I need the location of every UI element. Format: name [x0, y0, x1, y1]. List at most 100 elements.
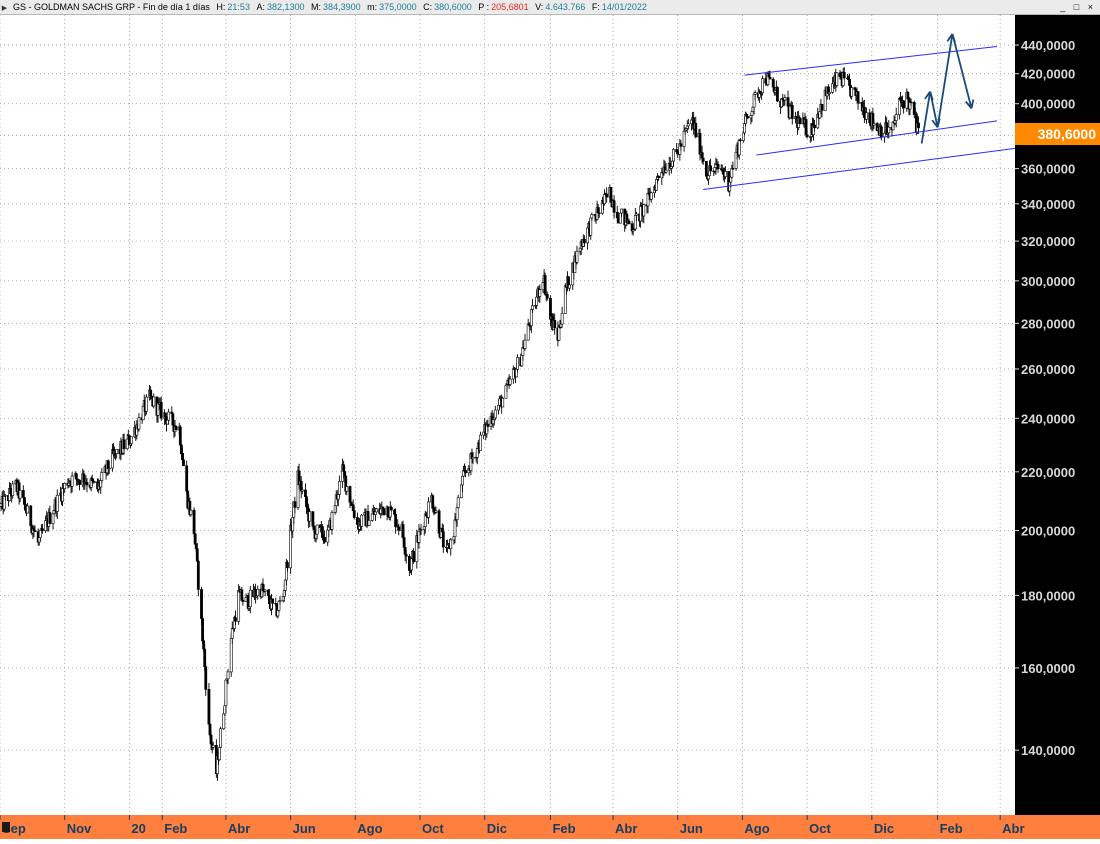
- candle-body: [397, 526, 401, 531]
- candle-body: [300, 489, 304, 492]
- y-tick-label: 220,0000: [1021, 465, 1075, 480]
- menu-arrow-icon[interactable]: ▶: [1, 5, 8, 12]
- candle-body: [887, 126, 891, 134]
- arrow-head: [924, 91, 931, 100]
- candle-body: [820, 103, 824, 111]
- candle-body: [716, 163, 720, 170]
- candle-body: [686, 123, 690, 127]
- candle-body: [805, 134, 809, 138]
- x-tick-label: Jun: [293, 821, 316, 836]
- candle-body: [195, 548, 199, 562]
- candle-body: [679, 143, 683, 147]
- c-value: 380,6000: [434, 2, 472, 12]
- candle-body: [694, 122, 698, 138]
- candle-body: [196, 560, 200, 590]
- plot-area[interactable]: [0, 15, 1016, 815]
- candle-body: [449, 539, 453, 549]
- candle-body: [813, 124, 816, 129]
- candle-body: [582, 239, 586, 244]
- x-tick-label: 20: [131, 821, 145, 836]
- candle-body: [11, 483, 15, 496]
- candle-body: [293, 501, 297, 508]
- mn-label: m:: [367, 2, 378, 12]
- y-tick-label: 320,0000: [1021, 234, 1075, 249]
- candle-body: [523, 339, 527, 349]
- x-tick-label: Nov: [67, 821, 92, 836]
- candle-body: [761, 78, 764, 94]
- candle-body: [92, 481, 96, 483]
- window-buttons[interactable]: _ □ ×: [1060, 2, 1096, 12]
- x-tick-label: Oct: [809, 821, 831, 836]
- candle-body: [746, 116, 750, 119]
- mn-value: 375,0000: [379, 2, 417, 12]
- y-tick-label: 300,0000: [1021, 274, 1075, 289]
- candle-body: [107, 467, 111, 470]
- x-tick-label: Feb: [552, 821, 575, 836]
- candle-body: [441, 531, 445, 548]
- candle-body: [917, 122, 920, 129]
- candle-body: [85, 482, 89, 486]
- scroll-handle[interactable]: [2, 822, 10, 832]
- candle-body: [271, 598, 274, 604]
- x-tick-label: Ago: [744, 821, 769, 836]
- time-axis-svg: Sep Nov 20 Feb Abr Jun Ago Oct Dic Feb Abr Jun Ago Oc…: [0, 815, 1025, 836]
- candle-body: [74, 473, 78, 480]
- candle-body: [375, 508, 378, 513]
- y-tick-label: 180,0000: [1021, 588, 1075, 603]
- channel-lines: [703, 45, 1016, 190]
- candle-body: [731, 168, 735, 170]
- candle-body: [464, 470, 468, 474]
- time-axis[interactable]: Sep Nov 20 Feb Abr Jun Ago Oct Dic Feb Abr Jun Ago Oc…: [0, 815, 1100, 839]
- h-value: 21:53: [227, 2, 250, 12]
- candle-body: [144, 396, 148, 412]
- candle-body: [538, 289, 542, 297]
- a-label: A:: [256, 2, 265, 12]
- y-tick-label: 260,0000: [1021, 362, 1075, 377]
- candle-body: [827, 92, 831, 94]
- candle-body: [389, 507, 393, 511]
- candle-body: [783, 97, 787, 101]
- candle-body: [207, 689, 211, 725]
- candle-body: [738, 139, 742, 141]
- p-value: 205,6801: [491, 2, 529, 12]
- y-tick-label: 140,0000: [1021, 743, 1075, 758]
- projection-segment: [920, 91, 932, 144]
- candle-body: [412, 551, 416, 563]
- candle-body: [218, 747, 221, 761]
- candle-body: [664, 169, 668, 173]
- price-axis[interactable]: 140,0000 160,0000 180,0000 200,0000 220,0000…: [1015, 15, 1100, 815]
- candle-body: [3, 495, 7, 497]
- x-tick-label: Jun: [680, 821, 703, 836]
- candle-body: [634, 213, 638, 216]
- candle-body: [557, 326, 561, 341]
- candle-body: [701, 157, 705, 162]
- x-tick-label: Abr: [228, 821, 250, 836]
- arrow-head: [931, 119, 939, 128]
- candle-body: [675, 149, 679, 153]
- x-tick-label: Feb: [164, 821, 187, 836]
- y-tick-label: 420,0000: [1021, 67, 1075, 82]
- candle-body: [798, 117, 802, 125]
- symbol-title: GS - GOLDMAN SACHS GRP - Fin de día 1 dí…: [13, 2, 210, 12]
- candle-body: [122, 439, 126, 450]
- candle-body: [33, 530, 37, 532]
- candle-body: [531, 305, 534, 310]
- candle-body: [627, 220, 631, 224]
- candle-body: [471, 456, 475, 460]
- candle-body: [256, 588, 260, 596]
- candle-body: [345, 486, 349, 492]
- candle-body: [315, 524, 319, 535]
- candle-body: [192, 509, 196, 535]
- candle-body: [456, 497, 460, 509]
- candle-body: [115, 448, 119, 454]
- v-label: V:: [535, 2, 544, 12]
- candle-body: [709, 165, 713, 172]
- candle-body: [642, 204, 646, 217]
- projection-segment: [936, 33, 954, 128]
- channel-line-lower: [703, 147, 1016, 190]
- candle-body: [189, 509, 193, 515]
- candle-body: [18, 490, 22, 499]
- candle-body: [597, 212, 601, 214]
- candle-body: [560, 313, 564, 325]
- candle-body: [568, 284, 571, 289]
